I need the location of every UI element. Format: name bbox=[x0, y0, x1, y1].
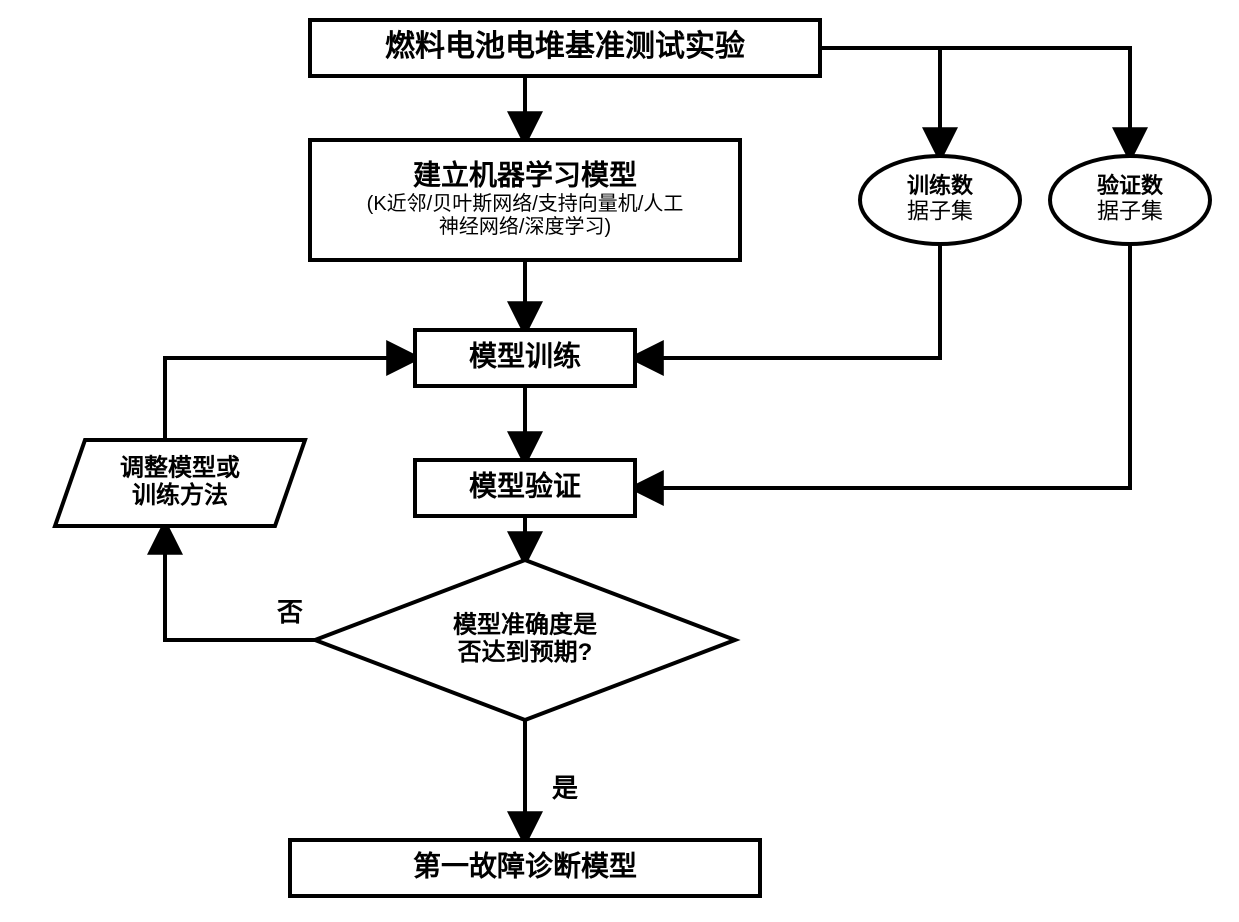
node-n3: 模型训练 bbox=[415, 330, 635, 386]
nodes.n8-text-0: 训练数 bbox=[907, 173, 974, 198]
edge-label-5: 否 bbox=[277, 597, 303, 627]
nodes.n7-text-0: 调整模型或 bbox=[120, 455, 240, 482]
node-n4: 模型验证 bbox=[415, 460, 635, 516]
node-n1: 燃料电池电堆基准测试实验 bbox=[310, 20, 820, 76]
nodes.n5-text-0: 模型准确度是 bbox=[453, 611, 597, 639]
nodes.n2-text-1: (K近邻/贝叶斯网络/支持向量机/人工 bbox=[367, 192, 684, 215]
edge-6 bbox=[165, 358, 415, 440]
nodes.n8-text-1: 据子集 bbox=[907, 198, 973, 223]
edge-label-4: 是 bbox=[552, 773, 578, 803]
nodes.n2-text-2: 神经网络/深度学习) bbox=[439, 215, 611, 238]
nodes.n2-text-0: 建立机器学习模型 bbox=[413, 158, 637, 190]
node-n2: 建立机器学习模型(K近邻/贝叶斯网络/支持向量机/人工神经网络/深度学习) bbox=[310, 140, 740, 260]
nodes.n7-text-1: 训练方法 bbox=[132, 481, 228, 509]
node-n9: 验证数据子集 bbox=[1050, 156, 1210, 244]
nodes-layer: 燃料电池电堆基准测试实验建立机器学习模型(K近邻/贝叶斯网络/支持向量机/人工神… bbox=[55, 20, 1210, 896]
nodes.n6-text-0: 第一故障诊断模型 bbox=[413, 849, 637, 881]
node-n8: 训练数据子集 bbox=[860, 156, 1020, 244]
nodes.n9-text-1: 据子集 bbox=[1097, 198, 1163, 223]
nodes.n3-text-0: 模型训练 bbox=[469, 339, 581, 371]
edge-8 bbox=[820, 48, 1130, 156]
node-n6: 第一故障诊断模型 bbox=[290, 840, 760, 896]
node-n5: 模型准确度是否达到预期? bbox=[315, 560, 735, 720]
edge-7 bbox=[820, 48, 940, 156]
nodes.n5-text-1: 否达到预期? bbox=[457, 639, 593, 666]
edge-10 bbox=[635, 244, 1130, 488]
nodes.n1-text-0: 燃料电池电堆基准测试实验 bbox=[385, 29, 745, 63]
nodes.n9-text-0: 验证数 bbox=[1097, 173, 1164, 198]
nodes.n4-text-0: 模型验证 bbox=[469, 469, 581, 501]
node-n7: 调整模型或训练方法 bbox=[55, 440, 305, 526]
